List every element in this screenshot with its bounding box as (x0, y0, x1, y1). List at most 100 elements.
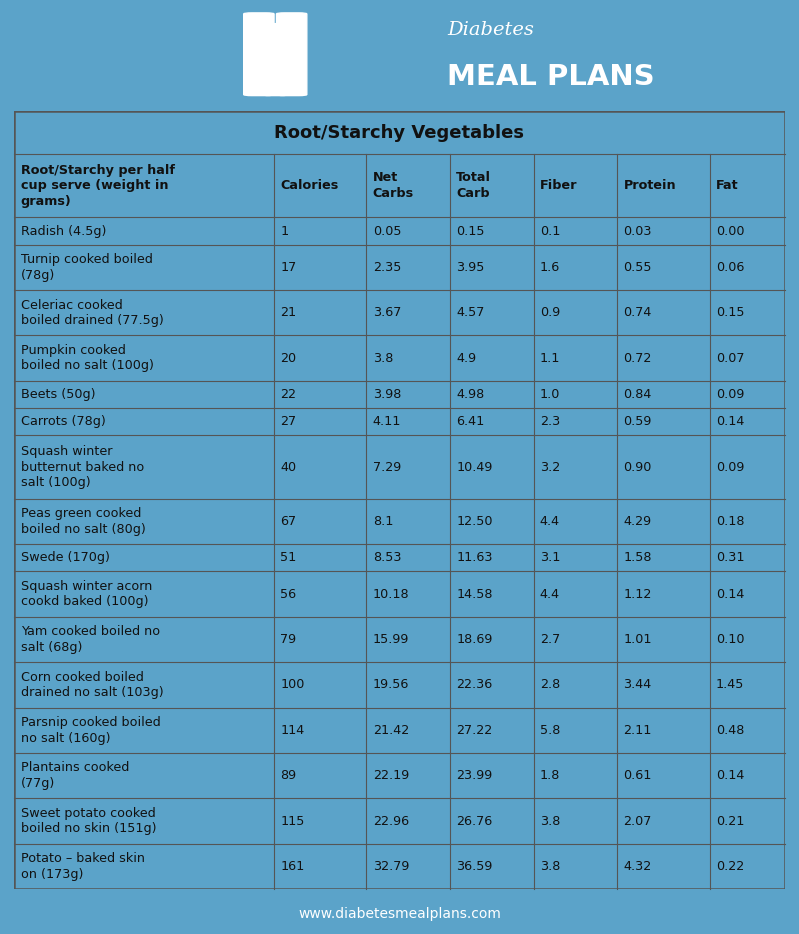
Text: 0.14: 0.14 (716, 770, 745, 782)
Text: Swede (170g): Swede (170g) (21, 551, 109, 564)
Text: 0.9: 0.9 (540, 306, 560, 319)
Text: 0.55: 0.55 (623, 261, 652, 274)
Text: Calories: Calories (280, 179, 339, 192)
Text: 0.48: 0.48 (716, 724, 745, 737)
Text: 2.35: 2.35 (372, 261, 401, 274)
Text: 0.1: 0.1 (540, 224, 560, 237)
Text: 3.1: 3.1 (540, 551, 560, 564)
Text: 0.15: 0.15 (716, 306, 745, 319)
Text: 0.14: 0.14 (716, 416, 745, 428)
Text: 1.1: 1.1 (540, 352, 560, 364)
FancyBboxPatch shape (262, 23, 288, 95)
Text: 3.8: 3.8 (372, 352, 393, 364)
Text: 115: 115 (280, 814, 304, 828)
Text: Radish (4.5g): Radish (4.5g) (21, 224, 106, 237)
Text: 0.14: 0.14 (716, 587, 745, 601)
Text: 21.42: 21.42 (372, 724, 409, 737)
Text: 3.2: 3.2 (540, 460, 560, 474)
Text: 3.95: 3.95 (456, 261, 485, 274)
Text: Beets (50g): Beets (50g) (21, 388, 95, 401)
Text: 17: 17 (280, 261, 296, 274)
Text: 114: 114 (280, 724, 304, 737)
Text: 0.61: 0.61 (623, 770, 652, 782)
Text: 4.29: 4.29 (623, 515, 652, 528)
Text: Squash winter acorn
cookd baked (100g): Squash winter acorn cookd baked (100g) (21, 580, 152, 608)
Text: 27.22: 27.22 (456, 724, 492, 737)
Text: 79: 79 (280, 633, 296, 646)
Text: Pumpkin cooked
boiled no salt (100g): Pumpkin cooked boiled no salt (100g) (21, 344, 153, 373)
Text: 3.8: 3.8 (540, 860, 560, 873)
Text: 8.53: 8.53 (372, 551, 401, 564)
Text: 0.00: 0.00 (716, 224, 745, 237)
Text: 0.90: 0.90 (623, 460, 652, 474)
Text: 18.69: 18.69 (456, 633, 493, 646)
Text: 27: 27 (280, 416, 296, 428)
Text: 0.72: 0.72 (623, 352, 652, 364)
Text: 22.19: 22.19 (372, 770, 409, 782)
Text: 51: 51 (280, 551, 296, 564)
Text: 0.09: 0.09 (716, 388, 745, 401)
Text: 4.98: 4.98 (456, 388, 484, 401)
Text: Fat: Fat (716, 179, 738, 192)
Text: Peas green cooked
boiled no salt (80g): Peas green cooked boiled no salt (80g) (21, 507, 145, 536)
Text: Fiber: Fiber (540, 179, 578, 192)
Text: Celeriac cooked
boiled drained (77.5g): Celeriac cooked boiled drained (77.5g) (21, 299, 163, 327)
Text: 0.31: 0.31 (716, 551, 745, 564)
Text: 22.96: 22.96 (372, 814, 409, 828)
Text: 22.36: 22.36 (456, 678, 492, 691)
Text: Plantains cooked
(77g): Plantains cooked (77g) (21, 761, 129, 790)
Text: 1.6: 1.6 (540, 261, 560, 274)
Text: 0.74: 0.74 (623, 306, 652, 319)
Text: 2.3: 2.3 (540, 416, 560, 428)
Text: 2.7: 2.7 (540, 633, 560, 646)
Text: 1.0: 1.0 (540, 388, 560, 401)
FancyBboxPatch shape (276, 13, 307, 95)
Text: 0.06: 0.06 (716, 261, 745, 274)
Text: 89: 89 (280, 770, 296, 782)
Text: 7.29: 7.29 (372, 460, 401, 474)
Text: 4.32: 4.32 (623, 860, 652, 873)
Text: 1.45: 1.45 (716, 678, 745, 691)
Text: 0.05: 0.05 (372, 224, 401, 237)
Text: Yam cooked boiled no
salt (68g): Yam cooked boiled no salt (68g) (21, 625, 160, 654)
Text: 4.11: 4.11 (372, 416, 401, 428)
Text: 22: 22 (280, 388, 296, 401)
Text: 1.12: 1.12 (623, 587, 652, 601)
Text: 4.9: 4.9 (456, 352, 476, 364)
Text: 2.11: 2.11 (623, 724, 652, 737)
Text: 100: 100 (280, 678, 304, 691)
Text: 11.63: 11.63 (456, 551, 493, 564)
Text: Squash winter
butternut baked no
salt (100g): Squash winter butternut baked no salt (1… (21, 446, 144, 489)
Text: 4.57: 4.57 (456, 306, 485, 319)
Text: 14.58: 14.58 (456, 587, 493, 601)
Text: 4.4: 4.4 (540, 515, 560, 528)
Text: 4.4: 4.4 (540, 587, 560, 601)
Text: 0.59: 0.59 (623, 416, 652, 428)
Text: Corn cooked boiled
drained no salt (103g): Corn cooked boiled drained no salt (103g… (21, 671, 163, 700)
Text: Net
Carbs: Net Carbs (372, 172, 414, 200)
Text: 3.44: 3.44 (623, 678, 652, 691)
Text: 1: 1 (280, 224, 288, 237)
Text: Root/Starchy per half
cup serve (weight in
grams): Root/Starchy per half cup serve (weight … (21, 163, 174, 207)
Text: Protein: Protein (623, 179, 676, 192)
Text: 0.21: 0.21 (716, 814, 745, 828)
Text: 8.1: 8.1 (372, 515, 393, 528)
Text: 0.09: 0.09 (716, 460, 745, 474)
Text: 0.10: 0.10 (716, 633, 745, 646)
Text: MEAL PLANS: MEAL PLANS (447, 64, 655, 92)
Text: 2.07: 2.07 (623, 814, 652, 828)
Text: 23.99: 23.99 (456, 770, 492, 782)
Text: 40: 40 (280, 460, 296, 474)
Text: 21: 21 (280, 306, 296, 319)
Text: Diabetes: Diabetes (447, 21, 535, 39)
Text: 67: 67 (280, 515, 296, 528)
Text: 2.8: 2.8 (540, 678, 560, 691)
Text: Carrots (78g): Carrots (78g) (21, 416, 105, 428)
Text: 3.67: 3.67 (372, 306, 401, 319)
Text: 15.99: 15.99 (372, 633, 409, 646)
Text: Sweet potato cooked
boiled no skin (151g): Sweet potato cooked boiled no skin (151g… (21, 807, 156, 835)
FancyBboxPatch shape (244, 13, 274, 95)
Text: 0.07: 0.07 (716, 352, 745, 364)
Text: 12.50: 12.50 (456, 515, 493, 528)
Text: 1.58: 1.58 (623, 551, 652, 564)
